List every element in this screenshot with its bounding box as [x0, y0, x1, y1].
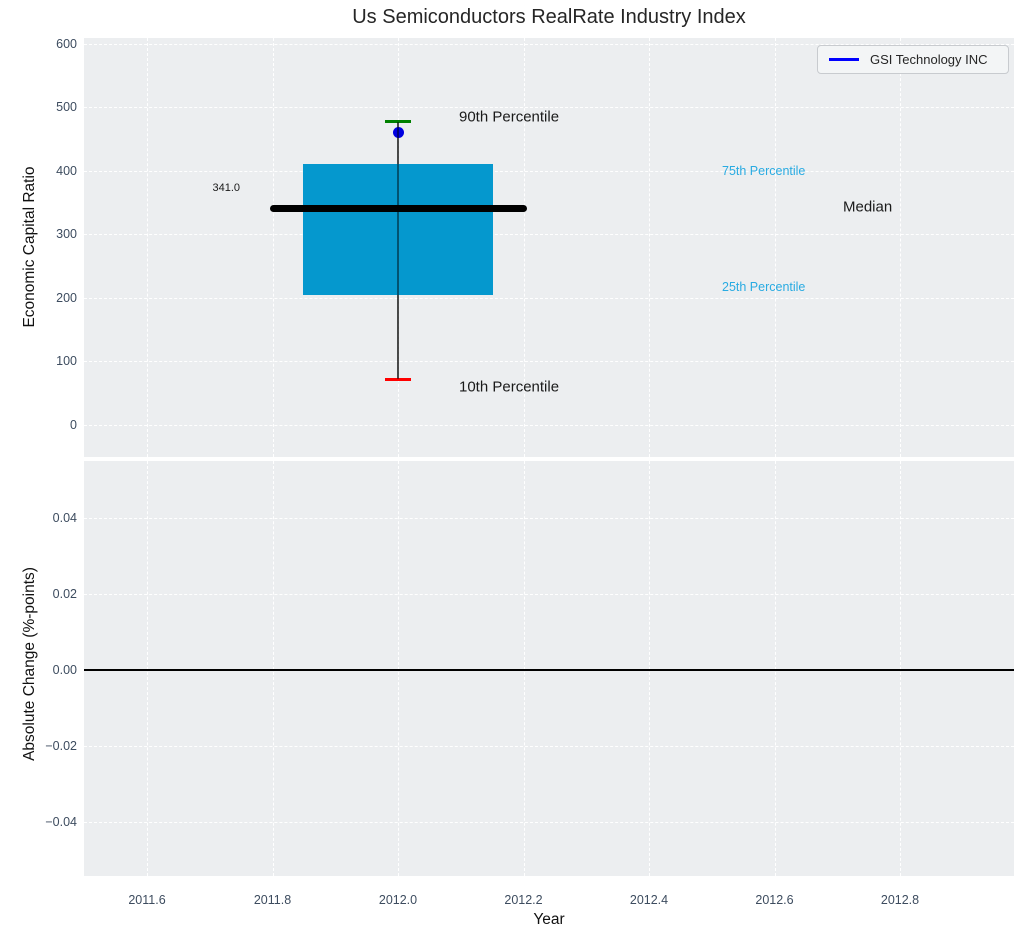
annotation-75th-percentile: 75th Percentile [722, 164, 806, 178]
whisker-line-overlay [397, 121, 399, 380]
legend: GSI Technology INC [817, 45, 1009, 74]
chart-title: Us Semiconductors RealRate Industry Inde… [352, 6, 746, 28]
annotation-25th-percentile: 25th Percentile [722, 280, 806, 294]
x-tick-label: 2012.6 [755, 893, 794, 907]
gridline-horizontal [84, 170, 1014, 172]
annotation-median: Median [843, 198, 893, 216]
annotation-median-value: 341.0 [212, 182, 240, 194]
y-tick-label-bottom: −0.02 [45, 739, 77, 753]
x-tick-label: 2011.6 [128, 893, 166, 907]
y-tick-label-top: 400 [56, 163, 77, 178]
y-tick-label-bottom: 0.02 [52, 587, 77, 601]
x-tick-label: 2011.8 [253, 893, 292, 907]
gridline-horizontal [84, 594, 1014, 595]
gridline-vertical [900, 38, 901, 457]
gridline-horizontal [84, 234, 1014, 236]
median-line [269, 204, 527, 212]
annotation-10th-percentile: 10th Percentile [459, 378, 560, 396]
x-tick-label: 2012.4 [629, 893, 669, 907]
zero-change-line [84, 669, 1014, 671]
legend-line-sample [829, 58, 859, 61]
gridline-vertical [774, 38, 776, 457]
y-tick-label-top: 100 [56, 354, 77, 369]
p10-whisker-cap [385, 377, 411, 381]
gridline-horizontal [84, 425, 1014, 426]
gridline-vertical [147, 38, 148, 457]
x-tick-label: 2012.2 [504, 893, 543, 907]
x-tick-label: 2012.0 [378, 893, 418, 907]
y-tick-label-bottom: −0.04 [45, 815, 77, 829]
iqr-box [303, 164, 493, 295]
gridline-horizontal [84, 518, 1014, 519]
annotation-90th-percentile: 90th Percentile [459, 108, 560, 126]
y-tick-label-top: 0 [70, 418, 77, 432]
y-tick-label-bottom: 0.00 [52, 663, 77, 677]
gridline-horizontal [84, 746, 1014, 747]
y-tick-label-top: 500 [56, 100, 77, 115]
gridline-vertical [649, 38, 650, 457]
gridline-horizontal [84, 297, 1014, 299]
gridline-horizontal [84, 822, 1014, 823]
legend-label: GSI Technology INC [870, 52, 988, 67]
p90-whisker-cap [385, 120, 411, 124]
x-tick-label: 2012.8 [880, 893, 920, 907]
gridline-horizontal [84, 361, 1014, 363]
gridline-vertical [272, 38, 274, 457]
company-marker-dot [392, 126, 404, 138]
y-tick-label-top: 300 [56, 227, 77, 242]
y-tick-label-bottom: 0.04 [52, 511, 77, 525]
x-axis-label: Year [533, 911, 565, 928]
y-tick-label-top: 200 [56, 290, 77, 305]
y-tick-label-top: 600 [56, 36, 77, 51]
